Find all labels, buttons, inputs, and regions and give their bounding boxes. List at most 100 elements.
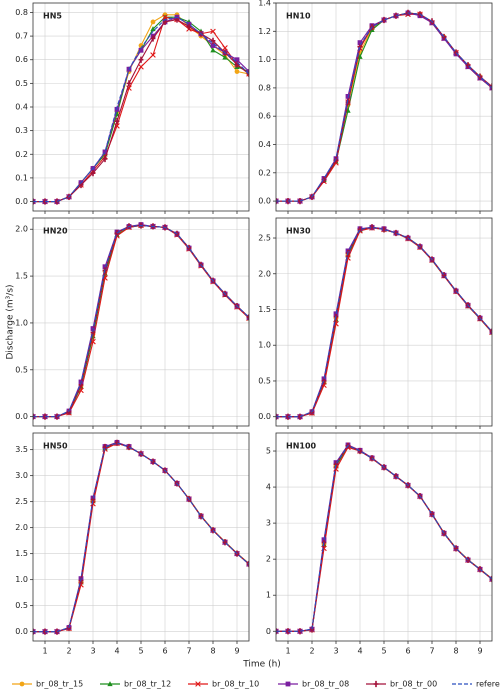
legend-label: br_08_tr_08 <box>302 680 349 689</box>
y-tick-label: 3.0 <box>15 471 28 480</box>
x-tick-label: 9 <box>477 647 482 656</box>
x-tick-label: 8 <box>210 647 215 656</box>
y-axis-label: Discharge (m³/s) <box>6 284 16 359</box>
y-tick-label: 0.8 <box>15 8 28 17</box>
marker <box>357 53 363 59</box>
marker <box>186 23 192 30</box>
x-tick-label: 3 <box>90 647 95 656</box>
y-tick-label: 0.2 <box>258 168 271 177</box>
marker <box>441 33 447 41</box>
marker <box>195 681 201 687</box>
marker <box>19 681 25 687</box>
marker <box>150 52 156 58</box>
panel-title: HN10 <box>286 12 311 21</box>
marker <box>222 45 228 51</box>
y-tick-label: 0.0 <box>258 412 271 421</box>
y-tick-label: 0.5 <box>15 365 28 374</box>
marker <box>210 47 216 53</box>
panel-title: HN50 <box>43 442 68 451</box>
plot-frame <box>32 217 250 427</box>
panel-title: HN20 <box>43 227 68 236</box>
x-tick-label: 6 <box>162 647 167 656</box>
legend-label: reference <box>476 680 500 689</box>
marker <box>453 49 459 56</box>
y-tick-label: 0.0 <box>15 412 28 421</box>
y-tick-label: 1.2 <box>258 27 271 36</box>
y-tick-label: 0.1 <box>15 173 28 182</box>
marker <box>114 106 120 112</box>
marker <box>246 314 249 321</box>
marker <box>285 681 291 687</box>
y-tick-label: 3 <box>266 519 271 528</box>
y-tick-label: 0.6 <box>258 112 271 121</box>
plot-frame <box>32 2 250 212</box>
y-tick-label: 2.0 <box>258 269 271 278</box>
x-tick-label: 7 <box>186 647 191 656</box>
marker <box>373 680 379 688</box>
marker <box>333 156 339 164</box>
series-line <box>276 226 492 418</box>
y-tick-label: 0 <box>266 627 271 636</box>
y-tick-label: 0.0 <box>15 627 28 636</box>
marker <box>90 170 96 177</box>
y-tick-label: 0.5 <box>15 79 28 88</box>
y-tick-label: 0.6 <box>15 55 28 64</box>
x-tick-label: 2 <box>66 647 71 656</box>
marker <box>126 80 132 87</box>
x-axis-label: Time (h) <box>242 660 281 670</box>
y-tick-label: 1.5 <box>15 272 28 281</box>
y-tick-label: 0.4 <box>258 140 271 149</box>
x-tick-label: 4 <box>357 647 362 656</box>
plot-area <box>276 9 492 205</box>
marker <box>138 64 144 70</box>
y-tick-label: 1.0 <box>258 341 271 350</box>
plot-area <box>33 222 249 420</box>
marker <box>357 40 363 46</box>
marker <box>321 176 327 183</box>
marker <box>489 575 492 583</box>
plot-frame <box>275 432 493 642</box>
x-tick-label: 1 <box>42 647 47 656</box>
y-tick-label: 0.0 <box>258 197 271 206</box>
y-tick-label: 1.5 <box>258 305 271 314</box>
series-line <box>33 442 249 633</box>
x-tick-label: 2 <box>309 647 314 656</box>
plot-area <box>33 439 249 635</box>
legend-label: br_08_tr_15 <box>36 680 83 689</box>
y-tick-label: 1.0 <box>15 575 28 584</box>
y-tick-label: 0.5 <box>15 601 28 610</box>
marker <box>102 155 108 163</box>
y-tick-label: 2 <box>266 555 271 564</box>
plot-frame <box>32 432 250 642</box>
marker <box>210 37 216 44</box>
y-tick-label: 2.5 <box>15 497 28 506</box>
marker <box>150 458 156 465</box>
x-tick-label: 6 <box>405 647 410 656</box>
marker <box>54 413 60 420</box>
x-tick-label: 3 <box>333 647 338 656</box>
marker <box>210 43 216 48</box>
panel-title: HN100 <box>286 442 317 451</box>
y-tick-label: 1 <box>266 591 271 600</box>
marker <box>489 328 492 335</box>
legend-label: br_08_tr_00 <box>390 680 437 689</box>
marker <box>107 681 113 687</box>
marker <box>429 510 435 518</box>
marker <box>102 264 108 270</box>
y-tick-label: 5 <box>266 447 271 456</box>
marker <box>102 149 108 155</box>
marker <box>234 69 240 74</box>
y-tick-label: 0.2 <box>15 150 28 159</box>
x-tick-label: 5 <box>138 647 143 656</box>
marker <box>465 62 471 69</box>
x-tick-label: 1 <box>285 647 290 656</box>
panel-title: HN5 <box>43 12 62 21</box>
x-tick-label: 4 <box>114 647 119 656</box>
marker <box>198 513 204 520</box>
series-line <box>33 16 249 203</box>
y-tick-label: 2.0 <box>15 523 28 532</box>
marker <box>246 69 249 74</box>
y-tick-label: 1.0 <box>258 55 271 64</box>
plot-area <box>276 224 492 420</box>
